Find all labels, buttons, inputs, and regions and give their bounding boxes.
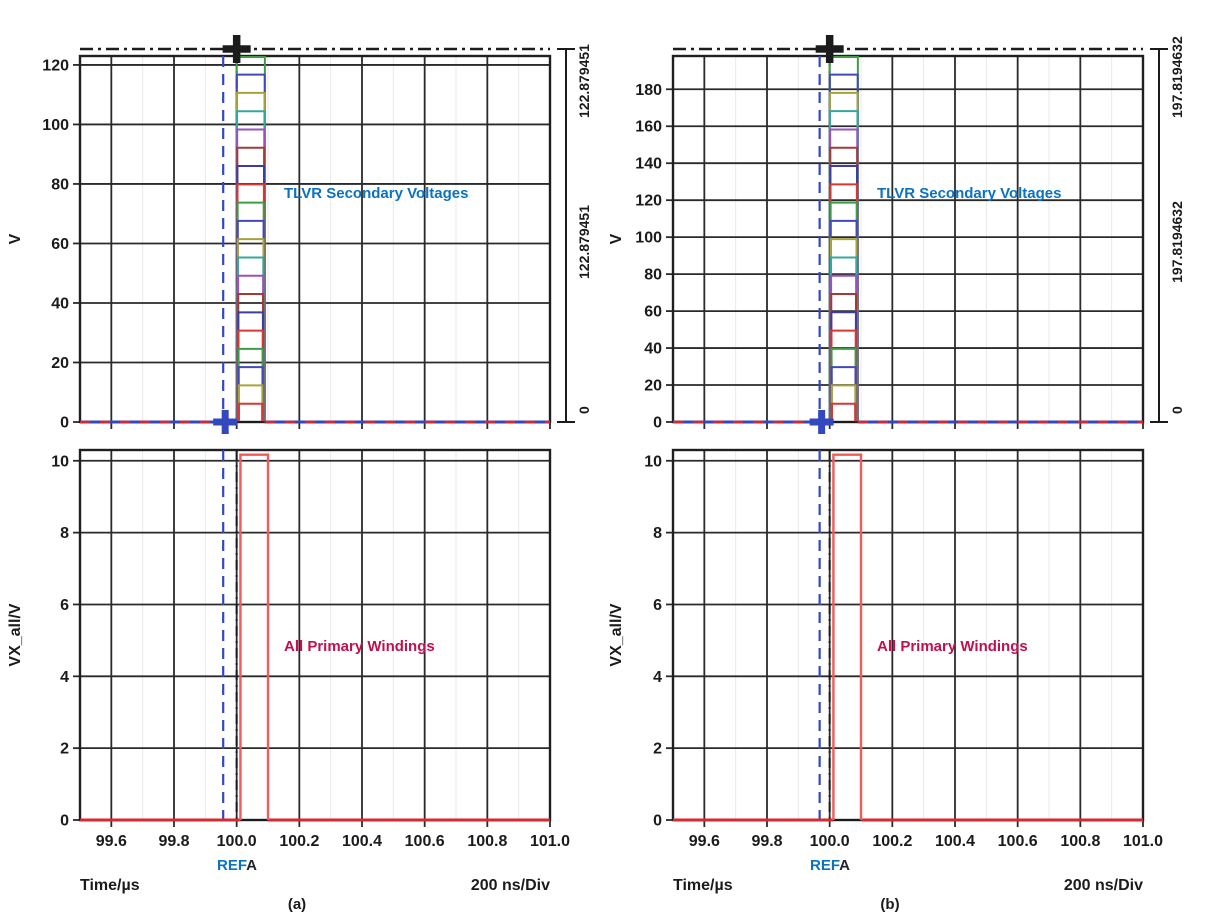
- svg-text:2: 2: [60, 741, 69, 758]
- a-cursor-label-a: A: [246, 857, 258, 874]
- svg-text:4: 4: [653, 669, 662, 686]
- svg-text:4: 4: [60, 669, 69, 686]
- svg-text:99.6: 99.6: [96, 833, 127, 850]
- svg-text:197.8194632: 197.8194632: [1169, 36, 1185, 118]
- svg-text:6: 6: [60, 597, 69, 614]
- div-scale-label-a: 200 ns/Div: [470, 877, 550, 894]
- svg-text:100.8: 100.8: [467, 833, 507, 850]
- svg-text:100.0: 100.0: [810, 833, 850, 850]
- svg-text:0: 0: [1169, 406, 1185, 414]
- time-axis-label-a: Time/µs: [80, 877, 140, 894]
- svg-text:0: 0: [60, 813, 69, 830]
- chart-a_bottom: 0 2 4 6 8 10 99.6 99.8 100.0 100.2 100.4 100.6 100.8…: [7, 448, 570, 850]
- svg-text:0: 0: [60, 415, 69, 432]
- svg-text:8: 8: [60, 525, 69, 542]
- svg-text:120: 120: [42, 57, 69, 74]
- chart-a_top: 0 20 40 60 80 100 120 V: [7, 35, 552, 434]
- ref-cursor-label-b: REF: [809, 857, 840, 874]
- annotation-primary-windings-b: All Primary Windings: [877, 638, 1028, 655]
- svg-text:101.0: 101.0: [1123, 833, 1163, 850]
- svg-text:100.6: 100.6: [998, 833, 1038, 850]
- svg-text:100: 100: [635, 230, 662, 247]
- svg-text:100.2: 100.2: [279, 833, 319, 850]
- a-cursor-label-b: A: [839, 857, 851, 874]
- chart-b_top: 0 20 40 60 80 100 120 140 160 180 V: [608, 35, 1145, 434]
- svg-text:99.8: 99.8: [158, 833, 189, 850]
- svg-text:180: 180: [635, 82, 662, 99]
- svg-text:100.2: 100.2: [872, 833, 912, 850]
- svg-text:160: 160: [635, 119, 662, 136]
- chart-b_bottom: 0 2 4 6 8 10 99.6 99.8 100.0 100.2 100.4 100.6 100.8…: [608, 448, 1163, 850]
- svg-text:6: 6: [653, 597, 662, 614]
- svg-text:V: V: [608, 233, 625, 244]
- svg-text:197.8194632: 197.8194632: [1169, 201, 1185, 283]
- svg-text:101.0: 101.0: [530, 833, 570, 850]
- annotation-tlvr-secondary-b: TLVR Secondary Voltages: [877, 185, 1062, 202]
- svg-text:100.8: 100.8: [1060, 833, 1100, 850]
- svg-text:0: 0: [576, 406, 592, 414]
- svg-text:20: 20: [644, 378, 662, 395]
- svg-text:100.4: 100.4: [342, 833, 382, 850]
- svg-text:0: 0: [653, 415, 662, 432]
- svg-text:2: 2: [653, 741, 662, 758]
- svg-text:99.8: 99.8: [751, 833, 782, 850]
- svg-text:0: 0: [653, 813, 662, 830]
- svg-text:20: 20: [51, 355, 69, 372]
- cursor-labels-b: REFA: [788, 857, 872, 874]
- svg-text:122.879451: 122.879451: [576, 44, 592, 118]
- svg-text:140: 140: [635, 156, 662, 173]
- cursor-bracket-b: 197.8194632 197.8194632 0: [1150, 36, 1185, 423]
- time-axis-label-b: Time/µs: [673, 877, 733, 894]
- subfigure-caption-b: (b): [880, 896, 900, 913]
- svg-text:122.879451: 122.879451: [576, 205, 592, 279]
- svg-text:VX_all/V: VX_all/V: [7, 603, 24, 666]
- svg-text:100.4: 100.4: [935, 833, 975, 850]
- svg-text:80: 80: [51, 176, 69, 193]
- cursor-bracket-a: 122.879451 122.879451 0: [557, 44, 592, 423]
- subfigure-caption-a: (a): [287, 896, 307, 913]
- svg-text:100.6: 100.6: [405, 833, 445, 850]
- svg-text:60: 60: [644, 304, 662, 321]
- svg-text:80: 80: [644, 267, 662, 284]
- svg-text:100: 100: [42, 117, 69, 134]
- svg-text:40: 40: [51, 295, 69, 312]
- ref-cursor-label-a: REF: [216, 857, 247, 874]
- div-scale-label-b: 200 ns/Div: [1063, 877, 1143, 894]
- svg-text:10: 10: [644, 453, 662, 470]
- svg-text:V: V: [7, 233, 24, 244]
- svg-text:8: 8: [653, 525, 662, 542]
- svg-text:99.6: 99.6: [689, 833, 720, 850]
- svg-text:120: 120: [635, 193, 662, 210]
- cursor-labels-a: REFA: [195, 857, 279, 874]
- svg-text:10: 10: [51, 453, 69, 470]
- svg-text:100.0: 100.0: [217, 833, 257, 850]
- svg-text:60: 60: [51, 236, 69, 253]
- svg-text:VX_all/V: VX_all/V: [608, 603, 625, 666]
- svg-text:40: 40: [644, 341, 662, 358]
- annotation-primary-windings-a: All Primary Windings: [284, 638, 435, 655]
- annotation-tlvr-secondary-a: TLVR Secondary Voltages: [284, 185, 469, 202]
